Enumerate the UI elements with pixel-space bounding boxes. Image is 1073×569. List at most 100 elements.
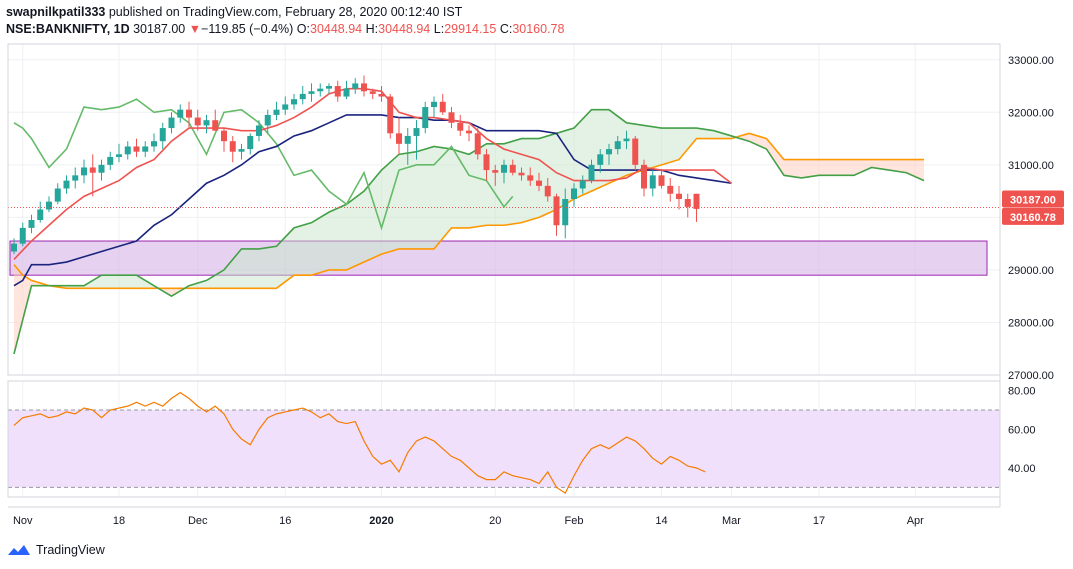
candle-body — [404, 135, 411, 144]
low-value: 29914.15 — [444, 22, 497, 36]
candle-body — [448, 112, 455, 123]
candle-body — [238, 149, 245, 152]
support-zone-rect — [9, 240, 988, 276]
candle-body — [413, 128, 420, 136]
candle-body — [168, 117, 175, 129]
candle-body — [19, 227, 26, 244]
symbol-label: NSE:BANKNIFTY, 1D — [6, 22, 130, 36]
candle-body — [133, 146, 140, 152]
time-tick-label: 2020 — [369, 515, 393, 527]
rsi-tick-label: 60.00 — [1008, 424, 1036, 436]
change-down-icon: ▼ — [188, 22, 202, 36]
low-label: L: — [433, 22, 445, 36]
candle-body — [247, 135, 254, 150]
ichimoku-cloud — [14, 109, 924, 354]
price-tag-label: 30160.78 — [1010, 212, 1056, 224]
publish-info: swapnilkpatil333 published on TradingVie… — [6, 5, 462, 19]
time-tick-label: Dec — [188, 515, 208, 527]
candle-body — [571, 188, 577, 199]
candle-body — [492, 170, 499, 173]
candle-body — [194, 117, 201, 126]
high-label: H: — [365, 22, 379, 36]
time-tick-label: 20 — [489, 515, 501, 527]
price-change: −119.85 (−0.4%) — [201, 22, 294, 36]
candle-body — [483, 154, 490, 171]
candle-body — [37, 209, 44, 221]
candle-body — [299, 93, 306, 100]
cloud-bear — [14, 264, 45, 354]
candle-body — [396, 133, 402, 144]
candlestick-series — [8, 75, 1000, 255]
author-name[interactable]: swapnilkpatil333 — [6, 5, 106, 19]
candle-body — [623, 138, 630, 142]
candle-body — [46, 201, 52, 210]
time-tick-label: Apr — [907, 515, 924, 527]
candle-body — [212, 120, 219, 131]
candle-body — [658, 175, 665, 186]
price-tick-label: 29000.00 — [1008, 265, 1054, 277]
price-tag-bg — [1002, 207, 1064, 225]
candle-body — [282, 104, 289, 110]
rsi-pane — [8, 381, 1000, 497]
candle-body — [89, 167, 96, 173]
candle-body — [256, 125, 262, 136]
cloud-bear — [740, 133, 924, 181]
candle-body — [11, 243, 17, 252]
time-tick-label: Mar — [722, 515, 741, 527]
candle-body — [63, 180, 70, 189]
candle-body — [676, 193, 682, 199]
rsi-tick-label: 80.00 — [1008, 386, 1036, 398]
time-tick-label: 17 — [813, 515, 825, 527]
price-axis[interactable]: 33000.0032000.0031000.0030000.0029000.00… — [1002, 55, 1064, 382]
candle-body — [124, 146, 131, 155]
candle-body — [518, 172, 525, 176]
candle-body — [273, 109, 280, 115]
tradingview-logo[interactable]: TradingView — [6, 543, 105, 557]
publish-text: published on TradingView.com, February 2… — [108, 5, 463, 19]
candle-body — [422, 107, 429, 129]
candle-body — [308, 91, 315, 94]
candle-body — [474, 133, 481, 155]
time-tick-label: 16 — [279, 515, 291, 527]
candle-body — [98, 164, 105, 173]
leading-span-a-line — [13, 108, 925, 355]
price-tag-label: 30187.00 — [1010, 195, 1056, 207]
candle-body — [72, 175, 79, 181]
close-label: C: — [499, 22, 513, 36]
candle-body — [291, 99, 297, 105]
last-price: 30187.00 — [133, 22, 186, 36]
rsi-axis[interactable]: 80.00 60.00 40.00 — [1008, 386, 1036, 475]
candle-body — [116, 154, 122, 157]
high-value: 30448.94 — [378, 22, 431, 36]
candle-body — [641, 164, 647, 189]
candle-body — [693, 193, 700, 209]
candle-body — [536, 180, 542, 186]
open-value: 30448.94 — [310, 22, 363, 36]
price-tick-label: 31000.00 — [1008, 160, 1054, 172]
candle-body — [81, 167, 87, 176]
support-zone — [9, 240, 988, 276]
candle-body — [632, 138, 639, 165]
price-tag-bg — [1002, 190, 1064, 208]
time-tick-label: Nov — [13, 515, 33, 527]
time-tick-label: 18 — [113, 515, 125, 527]
candle-body — [509, 164, 516, 173]
rsi-band — [8, 410, 1000, 488]
logo-text: TradingView — [36, 543, 105, 557]
candle-body — [159, 128, 166, 142]
candle-body — [54, 188, 61, 202]
rsi-tick-label: 40.00 — [1008, 463, 1036, 475]
ohlc-legend: NSE:BANKNIFTY, 1D 30187.00 ▼−119.85 (−0.… — [6, 22, 564, 36]
candle-body — [606, 149, 612, 155]
candle-body — [667, 185, 674, 194]
candle-body — [343, 88, 350, 97]
candle-body — [588, 164, 595, 181]
candle-body — [597, 154, 604, 165]
candle-body — [369, 91, 376, 94]
candle-body — [142, 146, 149, 152]
time-axis[interactable]: Nov 18 Dec 16 2020 20 Feb 14 Mar 17 Apr — [13, 515, 924, 527]
candle-body — [151, 141, 157, 147]
rsi-line — [13, 391, 706, 495]
time-tick-label: Feb — [565, 515, 584, 527]
